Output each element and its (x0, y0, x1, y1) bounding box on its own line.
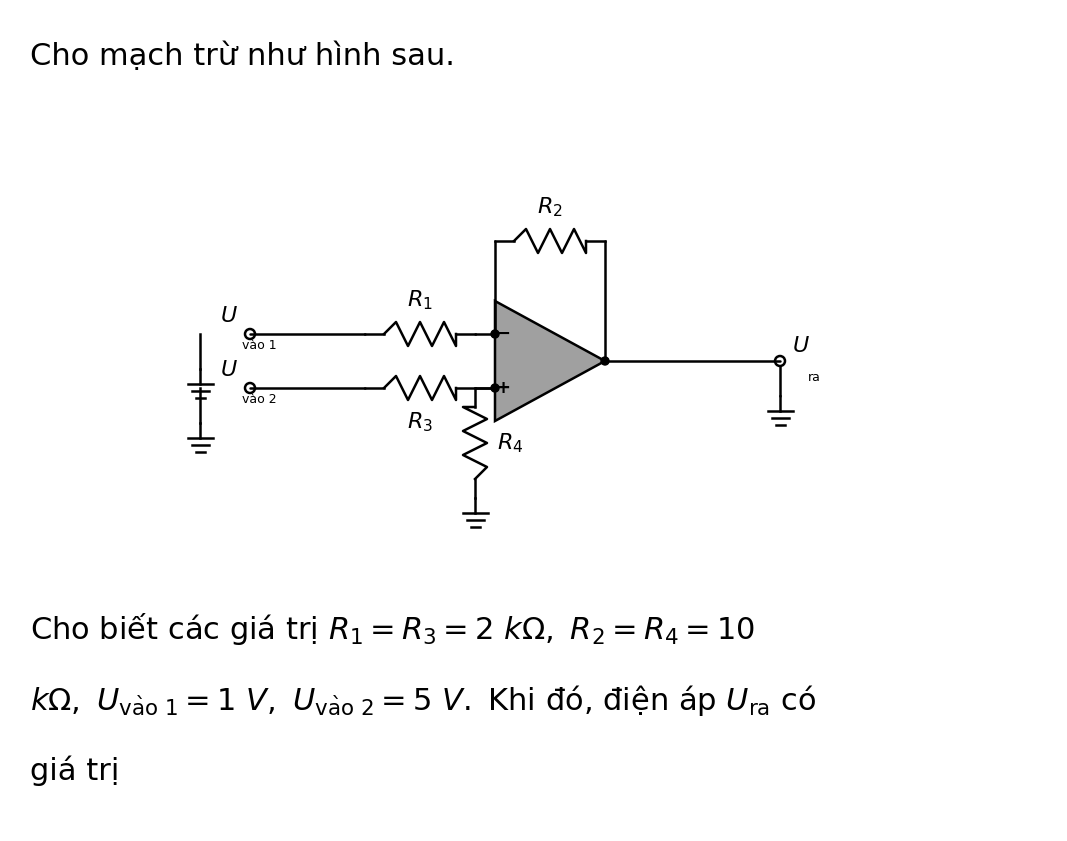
Text: $k\Omega,\ U_{\mathrm{v\grave{a}o}\ 1} = 1\ V,\ U_{\mathrm{v\grave{a}o}\ 2} = 5\: $k\Omega,\ U_{\mathrm{v\grave{a}o}\ 1} =… (30, 683, 816, 718)
Text: $R_4$: $R_4$ (497, 431, 524, 455)
Text: $U$: $U$ (220, 360, 238, 380)
Polygon shape (495, 301, 605, 421)
Text: $U$: $U$ (220, 306, 238, 326)
Text: vào 2: vào 2 (242, 393, 276, 406)
Text: $R_3$: $R_3$ (407, 410, 433, 434)
Text: giá trị: giá trị (30, 755, 120, 785)
Circle shape (601, 357, 609, 365)
Text: $U$: $U$ (792, 336, 810, 356)
Text: vào 1: vào 1 (242, 339, 276, 352)
Text: ra: ra (808, 371, 821, 384)
Text: +: + (495, 379, 510, 397)
Text: Cho biết các giá trị $R_1 = R_3 = 2\ k\Omega,\ R_2 = R_4 = 10$: Cho biết các giá trị $R_1 = R_3 = 2\ k\O… (30, 611, 755, 647)
Text: $R_2$: $R_2$ (537, 195, 563, 219)
Circle shape (491, 330, 499, 338)
Text: −: − (495, 325, 511, 343)
Text: $R_1$: $R_1$ (408, 288, 433, 312)
Circle shape (491, 384, 499, 392)
Text: Cho mạch trừ như hình sau.: Cho mạch trừ như hình sau. (30, 41, 455, 71)
